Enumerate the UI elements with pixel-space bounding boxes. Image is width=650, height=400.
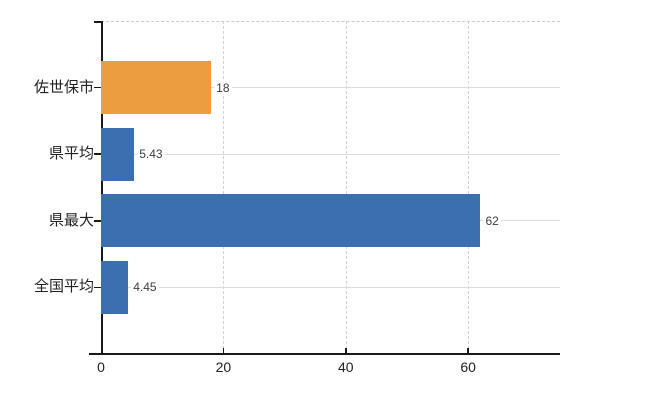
bar-value-label: 62 bbox=[483, 212, 501, 229]
y-axis-end-tick bbox=[94, 21, 101, 23]
v-gridline bbox=[223, 21, 225, 354]
v-gridline bbox=[345, 21, 347, 354]
h-gridline bbox=[480, 220, 560, 222]
x-tick-label: 40 bbox=[338, 359, 354, 375]
bar bbox=[101, 61, 212, 115]
category-label: 佐世保市 bbox=[33, 78, 94, 96]
y-tick bbox=[94, 286, 101, 289]
x-tick bbox=[345, 348, 347, 353]
bar bbox=[101, 127, 135, 181]
x-tick-label: 0 bbox=[97, 359, 105, 375]
bar bbox=[101, 260, 129, 314]
bar-value-label: 5.43 bbox=[137, 146, 165, 163]
category-label: 県最大 bbox=[48, 211, 94, 229]
x-axis-line bbox=[89, 353, 560, 355]
x-tick bbox=[467, 348, 469, 353]
h-gridline bbox=[128, 286, 560, 288]
category-label: 全国平均 bbox=[33, 278, 94, 296]
v-gridline bbox=[468, 21, 470, 354]
x-tick-label: 20 bbox=[215, 359, 232, 375]
y-tick bbox=[94, 220, 101, 222]
plot-top-border bbox=[101, 21, 560, 22]
bar-value-label: 18 bbox=[214, 79, 232, 96]
x-tick bbox=[222, 348, 225, 353]
h-gridline bbox=[134, 153, 560, 155]
bar bbox=[101, 194, 481, 248]
y-tick bbox=[94, 153, 101, 155]
category-label: 県平均 bbox=[48, 145, 94, 163]
y-tick bbox=[94, 86, 101, 89]
y-axis-line bbox=[101, 21, 103, 354]
h-gridline bbox=[211, 87, 560, 89]
x-tick-label: 60 bbox=[460, 359, 476, 375]
bar-value-label: 4.45 bbox=[131, 279, 159, 296]
